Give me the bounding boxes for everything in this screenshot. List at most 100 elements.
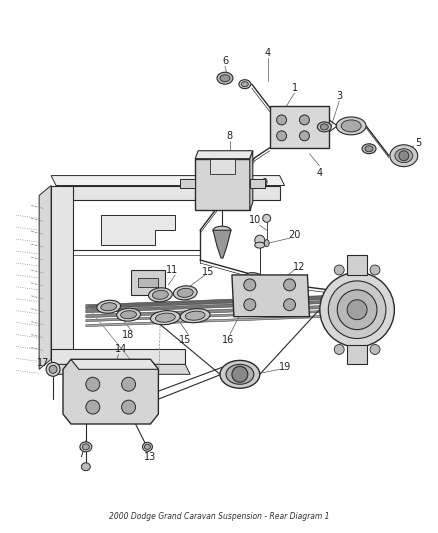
Ellipse shape xyxy=(220,360,260,388)
Polygon shape xyxy=(270,106,329,148)
Circle shape xyxy=(283,299,296,311)
Text: 3: 3 xyxy=(336,91,342,101)
Polygon shape xyxy=(232,275,309,317)
Text: 8: 8 xyxy=(227,131,233,141)
Ellipse shape xyxy=(328,281,386,338)
Polygon shape xyxy=(138,278,159,287)
Circle shape xyxy=(277,131,286,141)
Ellipse shape xyxy=(185,311,205,320)
Polygon shape xyxy=(195,159,250,211)
Text: 1: 1 xyxy=(291,83,297,93)
Ellipse shape xyxy=(365,146,373,152)
Polygon shape xyxy=(131,270,165,295)
Polygon shape xyxy=(86,295,344,309)
Polygon shape xyxy=(51,185,73,359)
Ellipse shape xyxy=(220,75,230,82)
Ellipse shape xyxy=(255,242,265,248)
Polygon shape xyxy=(86,305,344,318)
Ellipse shape xyxy=(263,214,271,222)
Ellipse shape xyxy=(152,290,168,300)
Ellipse shape xyxy=(142,442,152,451)
Ellipse shape xyxy=(390,145,418,167)
Ellipse shape xyxy=(336,117,366,135)
Text: 15: 15 xyxy=(179,335,191,344)
Ellipse shape xyxy=(148,288,172,302)
Text: 10: 10 xyxy=(249,215,261,225)
Polygon shape xyxy=(71,359,159,369)
Text: 12: 12 xyxy=(293,262,306,272)
Circle shape xyxy=(255,235,265,245)
Ellipse shape xyxy=(248,275,261,285)
Text: 5: 5 xyxy=(416,138,422,148)
Text: 20: 20 xyxy=(288,230,301,240)
Ellipse shape xyxy=(320,272,394,347)
Text: 15: 15 xyxy=(202,267,214,277)
Ellipse shape xyxy=(341,120,361,132)
Polygon shape xyxy=(39,185,51,369)
Polygon shape xyxy=(101,215,175,245)
Circle shape xyxy=(283,279,296,291)
Polygon shape xyxy=(51,365,190,374)
Circle shape xyxy=(399,151,409,160)
Polygon shape xyxy=(213,230,231,258)
Ellipse shape xyxy=(180,309,210,323)
Polygon shape xyxy=(347,344,367,365)
Circle shape xyxy=(277,115,286,125)
Circle shape xyxy=(337,290,377,329)
Polygon shape xyxy=(180,179,195,189)
Ellipse shape xyxy=(395,149,413,163)
Polygon shape xyxy=(250,179,265,189)
Text: 13: 13 xyxy=(144,452,156,462)
Ellipse shape xyxy=(217,72,233,84)
Circle shape xyxy=(370,265,380,275)
Ellipse shape xyxy=(81,463,90,471)
Text: 16: 16 xyxy=(222,335,234,344)
Ellipse shape xyxy=(213,226,231,234)
Polygon shape xyxy=(347,255,367,275)
Ellipse shape xyxy=(244,272,265,287)
Text: 17: 17 xyxy=(37,358,49,368)
Polygon shape xyxy=(86,310,344,321)
Circle shape xyxy=(86,400,100,414)
Circle shape xyxy=(244,299,256,311)
Ellipse shape xyxy=(264,240,269,247)
Circle shape xyxy=(300,131,309,141)
Polygon shape xyxy=(51,185,279,200)
Ellipse shape xyxy=(82,444,89,450)
Ellipse shape xyxy=(173,286,197,300)
Circle shape xyxy=(46,362,60,376)
Ellipse shape xyxy=(239,80,251,88)
Text: 2000 Dodge Grand Caravan Suspension - Rear Diagram 1: 2000 Dodge Grand Caravan Suspension - Re… xyxy=(109,512,329,521)
Polygon shape xyxy=(210,159,235,174)
Circle shape xyxy=(86,377,100,391)
Circle shape xyxy=(244,279,256,291)
Ellipse shape xyxy=(120,311,137,319)
Circle shape xyxy=(347,300,367,320)
Polygon shape xyxy=(51,175,285,185)
Ellipse shape xyxy=(155,313,175,322)
Circle shape xyxy=(49,365,57,373)
Text: 4: 4 xyxy=(316,167,322,177)
Circle shape xyxy=(300,115,309,125)
Ellipse shape xyxy=(318,122,331,132)
Circle shape xyxy=(370,344,380,354)
Text: 18: 18 xyxy=(123,329,135,340)
Ellipse shape xyxy=(117,308,141,321)
Ellipse shape xyxy=(97,300,120,313)
Ellipse shape xyxy=(151,311,180,325)
Text: 11: 11 xyxy=(166,265,178,275)
Polygon shape xyxy=(86,300,344,313)
Text: 4: 4 xyxy=(265,49,271,58)
Circle shape xyxy=(122,400,135,414)
Circle shape xyxy=(122,377,135,391)
Text: 6: 6 xyxy=(222,56,228,66)
Polygon shape xyxy=(86,314,344,327)
Polygon shape xyxy=(250,151,253,211)
Text: 7: 7 xyxy=(78,449,84,459)
Polygon shape xyxy=(63,359,159,424)
Circle shape xyxy=(232,366,248,382)
Ellipse shape xyxy=(177,288,193,297)
Ellipse shape xyxy=(226,365,254,384)
Ellipse shape xyxy=(241,82,248,87)
Polygon shape xyxy=(51,350,185,365)
